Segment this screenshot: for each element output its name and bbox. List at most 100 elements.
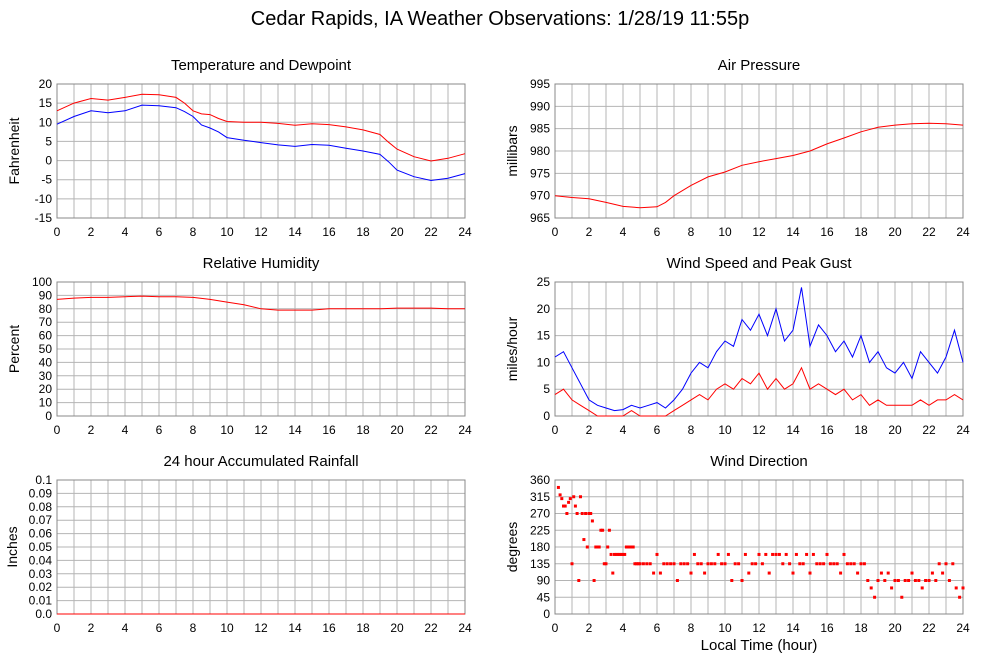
data-point [951, 562, 955, 566]
data-point [944, 562, 948, 566]
data-point [679, 562, 683, 566]
x-tick-label: 20 [390, 621, 404, 635]
data-point [930, 571, 934, 575]
y-tick-label: 360 [530, 473, 550, 487]
y-tick-label: 135 [530, 557, 550, 571]
data-point [927, 579, 931, 582]
y-tick-label: 60 [39, 329, 53, 343]
y-tick-label: 0 [45, 409, 52, 423]
data-point [590, 519, 594, 523]
x-tick-label: 24 [956, 621, 970, 635]
y-tick-label: 970 [530, 189, 550, 203]
y-tick-label: 0.01 [29, 594, 53, 608]
data-point [862, 562, 866, 566]
data-point [645, 562, 649, 566]
x-tick-label: 10 [718, 621, 732, 635]
plot-frame [554, 281, 964, 417]
data-point [859, 562, 863, 566]
chart-title: 24 hour Accumulated Rainfall [163, 453, 358, 470]
series-line [554, 287, 964, 412]
data-point [720, 562, 724, 566]
data-point [913, 579, 917, 582]
x-tick-label: 6 [156, 423, 163, 437]
x-tick-label: 4 [122, 423, 129, 437]
data-point [811, 552, 815, 556]
x-tick-label: 20 [390, 423, 404, 437]
x-tick-label: 8 [190, 621, 197, 635]
x-tick-label: 14 [786, 225, 800, 239]
data-point [890, 586, 894, 590]
x-tick-label: 12 [254, 225, 268, 239]
data-point [696, 562, 700, 566]
x-tick-label: 24 [458, 423, 472, 437]
data-point [737, 562, 741, 566]
data-point [648, 562, 652, 566]
y-tick-label: 10 [39, 396, 53, 410]
data-point [582, 538, 586, 542]
data-point [822, 562, 826, 566]
plot-frame [554, 83, 964, 219]
data-point [709, 562, 713, 566]
x-tick-label: 4 [620, 225, 627, 239]
x-tick-label: 4 [620, 423, 627, 437]
data-point [636, 562, 640, 566]
data-point [579, 495, 582, 499]
y-tick-label: 225 [530, 523, 550, 537]
data-point [599, 528, 603, 532]
y-tick-label: 100 [32, 275, 52, 289]
x-tick-label: 22 [424, 423, 438, 437]
panel-direction: 0 2 4 6 8 10 12 14 16 18 20 22 240459013518022527031… [504, 453, 970, 654]
x-tick-label: 18 [356, 225, 370, 239]
data-point [961, 586, 965, 590]
data-point [682, 562, 686, 566]
y-axis-label: Fahrenheit [6, 117, 22, 184]
data-point [740, 579, 744, 582]
data-point [621, 552, 625, 556]
y-tick-label: 15 [537, 329, 551, 343]
data-point [672, 562, 676, 566]
data-point [852, 562, 856, 566]
x-tick-label: 22 [424, 621, 438, 635]
data-point [692, 552, 696, 556]
chart-title: Wind Speed and Peak Gust [666, 255, 852, 272]
panel-temp: 0 2 4 6 8 10 12 14 16 18 20 22 24-15-10-505101520Tem… [6, 57, 472, 239]
x-tick-label: 16 [322, 621, 336, 635]
data-point [573, 504, 577, 508]
x-tick-label: 10 [220, 225, 234, 239]
x-tick-label: 14 [288, 225, 302, 239]
x-tick-label: 24 [956, 423, 970, 437]
data-point [845, 562, 849, 566]
data-point [818, 562, 822, 566]
data-point [767, 571, 771, 575]
data-point [638, 562, 642, 566]
y-tick-label: 270 [530, 507, 550, 521]
data-point [613, 552, 616, 556]
y-tick-label: 10 [39, 115, 53, 129]
y-axis-label: millibars [504, 125, 520, 176]
y-tick-label: 180 [530, 540, 550, 554]
y-tick-label: 0.08 [29, 500, 53, 514]
data-point [832, 562, 836, 566]
data-point [572, 495, 576, 499]
x-tick-label: 8 [688, 423, 695, 437]
x-tick-label: 4 [620, 621, 627, 635]
x-tick-label: 16 [820, 621, 834, 635]
x-tick-label: 0 [54, 621, 61, 635]
chart-title: Wind Direction [710, 453, 808, 470]
panel-pressure: 0 2 4 6 8 10 12 14 16 18 20 22 249659709759809859909… [504, 57, 970, 239]
data-point [635, 562, 639, 566]
x-tick-label: 16 [322, 423, 336, 437]
data-point [856, 571, 860, 575]
x-tick-label: 2 [586, 621, 593, 635]
y-tick-label: 45 [537, 590, 551, 604]
y-tick-label: 90 [39, 288, 53, 302]
x-tick-label: 14 [288, 621, 302, 635]
data-point [781, 562, 785, 566]
data-point [828, 562, 832, 566]
page-title: Cedar Rapids, IA Weather Observations: 1… [250, 8, 750, 30]
data-point [937, 562, 941, 566]
x-tick-label: 16 [820, 225, 834, 239]
x-tick-label: 16 [322, 225, 336, 239]
